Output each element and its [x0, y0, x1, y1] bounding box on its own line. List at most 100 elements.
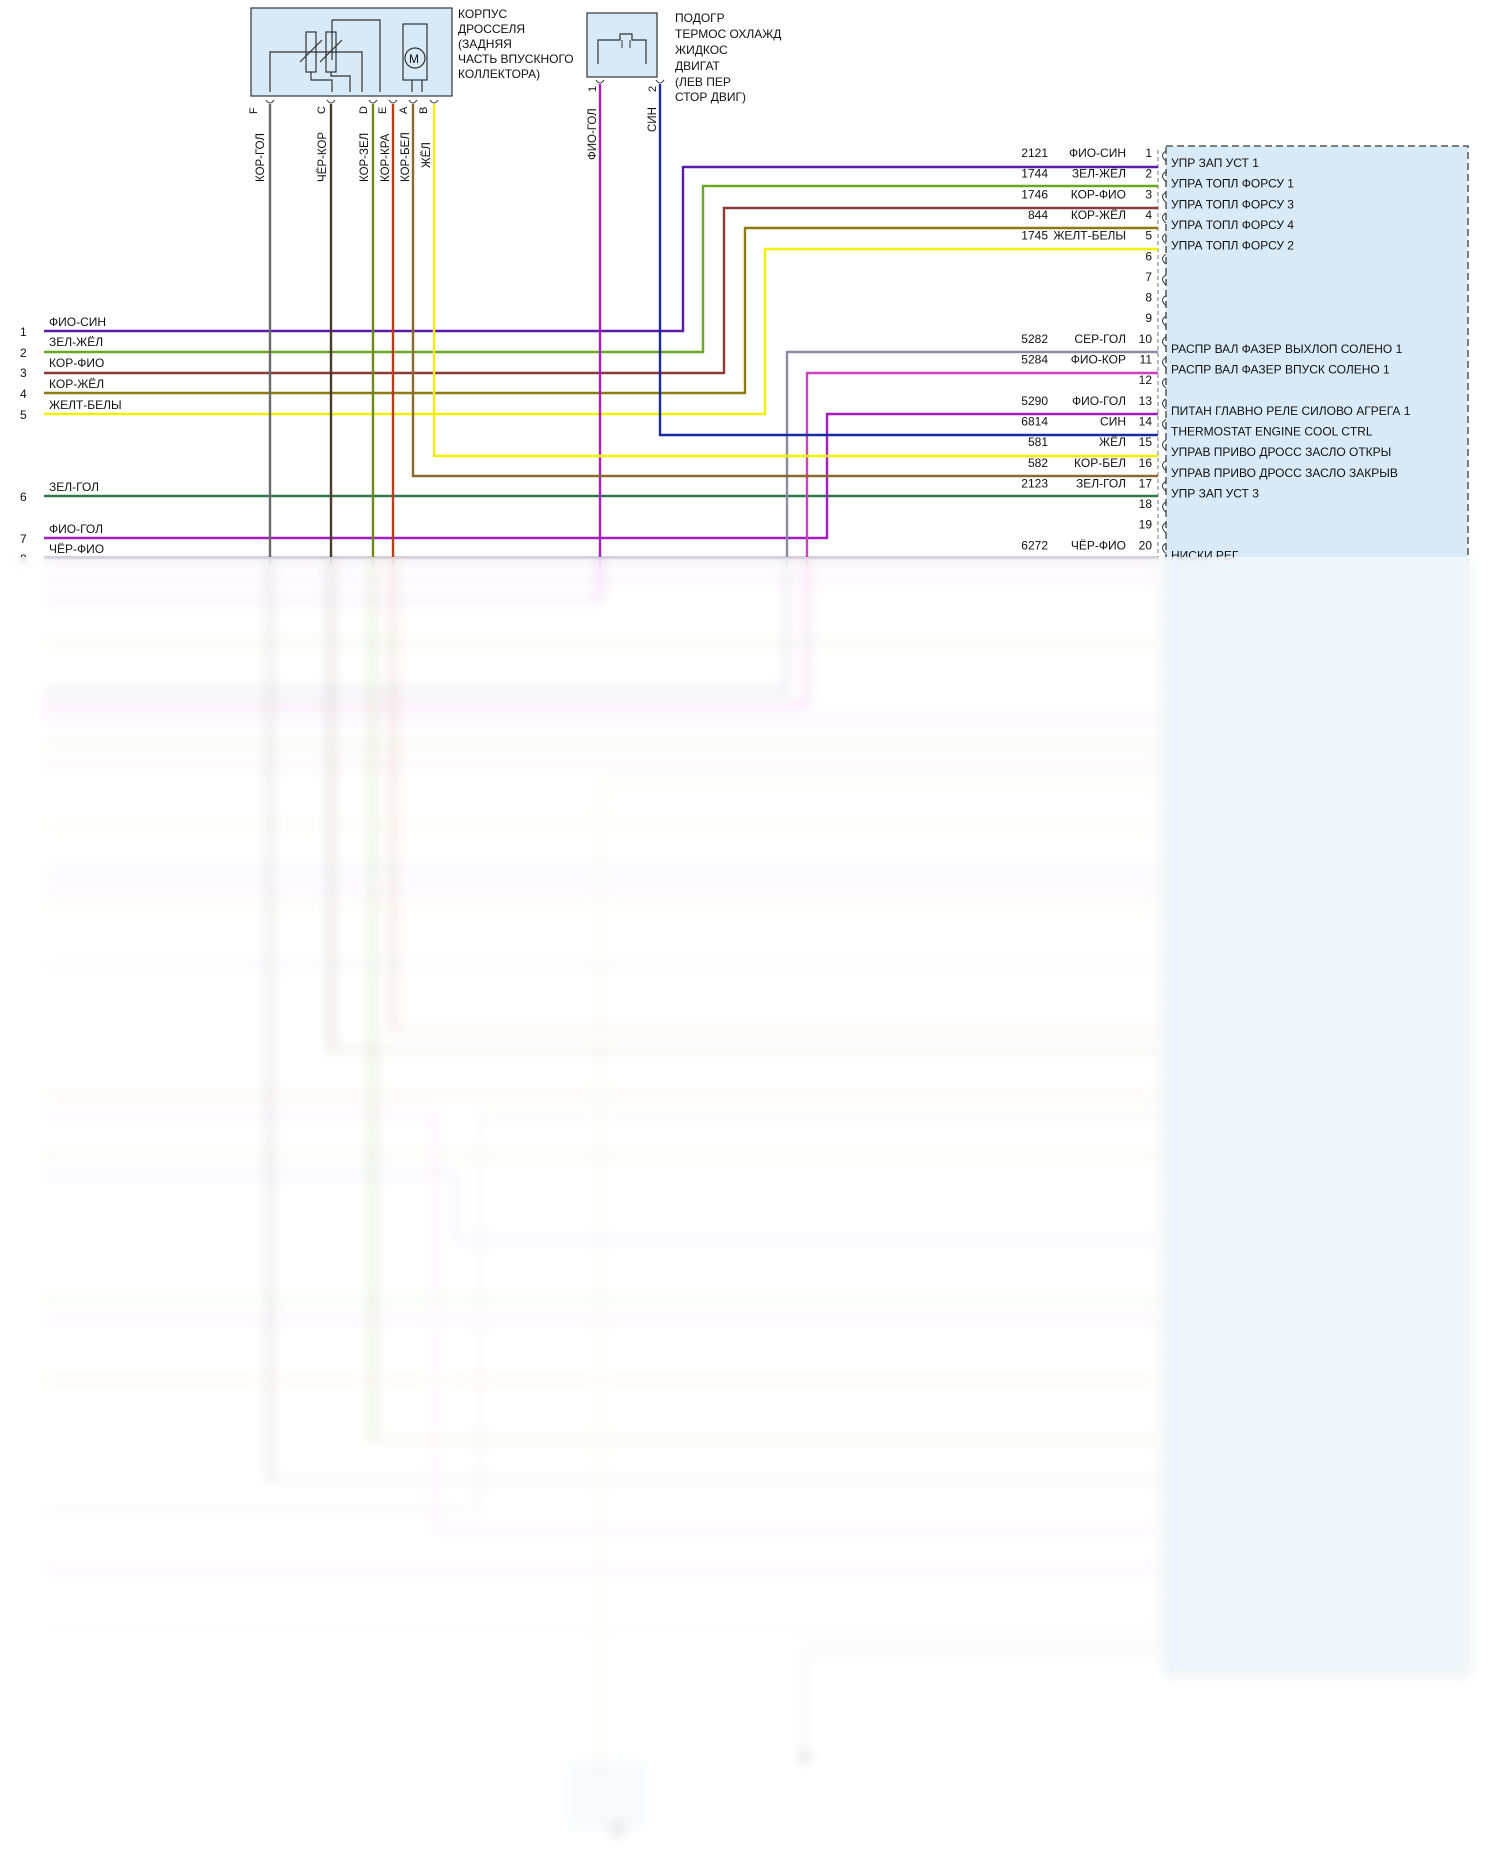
- heater-element-icon: [597, 33, 647, 64]
- wire-sin-thermostat: [658, 84, 1158, 437]
- ecm-wire-4: КОР-ЖЁЛ: [1071, 208, 1126, 222]
- lc-wire-4: КОР-ЖЁЛ: [49, 377, 104, 391]
- th-pin-1: 1: [587, 86, 599, 92]
- ecm-wire-3: КОР-ФИО: [1071, 187, 1126, 201]
- ecm-pin-rows: 2121 ФИО-СИН 1 УПР ЗАП УСТ 1 1744 ЗЕЛ-ЖЁЛ 2 УПР…: [1021, 146, 1410, 562]
- svg-text:ДВИГАТ: ДВИГАТ: [675, 59, 721, 73]
- ecm-function-2: УПРА ТОПЛ ФОРСУ 1: [1171, 177, 1294, 191]
- tb-pin-e: E: [377, 107, 389, 114]
- ecm-pin-arc-19: [1162, 522, 1167, 534]
- svg-text:(ЗАДНЯЯ: (ЗАДНЯЯ: [458, 37, 512, 51]
- motor-icon: [404, 47, 426, 69]
- ecm-pin-arc-15: [1162, 439, 1167, 451]
- tb-wire-f-label: КОР-ГОЛ: [255, 133, 267, 182]
- ecm-pin-arc-1: [1162, 150, 1167, 162]
- svg-text:СТОР ДВИГ): СТОР ДВИГ): [675, 90, 746, 104]
- ecm-wire-17: ЗЕЛ-ГОЛ: [1076, 476, 1126, 490]
- svg-text:(ЛЕВ ПЕР: (ЛЕВ ПЕР: [675, 75, 731, 89]
- component-connector-arcs: [265, 79, 665, 104]
- lc-wire-3: КОР-ФИО: [49, 356, 104, 370]
- ecm-wire-14: СИН: [1100, 414, 1126, 428]
- tb-pin-b: B: [418, 107, 430, 114]
- svg-text:ДРОССЕЛЯ: ДРОССЕЛЯ: [458, 22, 525, 36]
- wire-kor-zhel: [44, 226, 1158, 395]
- ecm-pin-arc-7: [1162, 274, 1167, 286]
- wire-tb-zhel: [432, 104, 1158, 458]
- ecm-function-15: УПРАВ ПРИВО ДРОСС ЗАСЛО ОТКРЫ: [1171, 445, 1391, 459]
- ecm-wire-10: СЕР-ГОЛ: [1074, 332, 1126, 346]
- motor-symbol: M: [409, 52, 419, 66]
- wire-zhelt-bely: [44, 247, 1158, 416]
- ecm-pin-arc-16: [1162, 460, 1167, 472]
- th-wire-2-label: СИН: [647, 107, 659, 132]
- lc-pin-6: 6: [20, 490, 27, 504]
- svg-text:КОЛЛЕКТОРА): КОЛЛЕКТОРА): [458, 67, 540, 81]
- ecm-function-17: УПР ЗАП УСТ 3: [1171, 486, 1259, 500]
- ecm-pin-9: 9: [1145, 311, 1152, 325]
- ecm-pin-arc-6: [1162, 253, 1167, 265]
- ecm-pin-arc-10: [1162, 336, 1167, 348]
- ecm-pin-10: 10: [1139, 332, 1153, 346]
- ecm-function-3: УПРА ТОПЛ ФОРСУ 3: [1171, 197, 1294, 211]
- ecm-pin-13: 13: [1139, 394, 1153, 408]
- wire-kor-fio: [44, 206, 1158, 375]
- ecm-pin-17: 17: [1139, 476, 1153, 490]
- ecm-circuit-16: 582: [1028, 456, 1048, 470]
- tb-wire-d-label: КОР-ЗЕЛ: [359, 133, 371, 182]
- ecm-wire-5: ЖЕЛТ-БЕЛЫ: [1053, 229, 1126, 243]
- lc-pin-3: 3: [20, 366, 27, 380]
- ecm-function-16: УПРАВ ПРИВО ДРОСС ЗАСЛО ЗАКРЫВ: [1171, 466, 1398, 480]
- throttle-pins: F C D E A B: [248, 106, 430, 114]
- ecm-pin-19: 19: [1139, 518, 1153, 532]
- lc-wire-2: ЗЕЛ-ЖЁЛ: [49, 335, 103, 349]
- tb-wire-a-label: КОР-БЕЛ: [400, 132, 412, 182]
- ecm-pin-7: 7: [1145, 270, 1152, 284]
- ecm-pin-11: 11: [1140, 353, 1153, 367]
- ecm-function-11: РАСПР ВАЛ ФАЗЕР ВПУСК СОЛЕНО 1: [1171, 363, 1390, 377]
- ecm-pin-2: 2: [1145, 167, 1152, 181]
- svg-text:ЖИДКОС: ЖИДКОС: [675, 43, 728, 57]
- lc-wire-1: ФИО-СИН: [49, 315, 106, 329]
- ecm-circuit-2: 1744: [1021, 167, 1048, 181]
- ecm-circuit-1: 2121: [1021, 146, 1048, 160]
- ecm-pin-12: 12: [1139, 373, 1153, 387]
- ecm-pin-8: 8: [1145, 291, 1152, 305]
- ecm-circuit-20: 6272: [1021, 538, 1048, 552]
- ecm-circuit-13: 5290: [1021, 394, 1048, 408]
- ecm-pin-arc-2: [1162, 171, 1167, 183]
- lc-wire-6: ЗЕЛ-ГОЛ: [49, 480, 99, 494]
- tb-wire-e-label: КОР-КРА: [380, 133, 392, 182]
- ecm-pin-15: 15: [1139, 435, 1153, 449]
- ecm-wire-16: КОР-БЕЛ: [1074, 456, 1126, 470]
- ecm-wire-2: ЗЕЛ-ЖЁЛ: [1072, 167, 1126, 181]
- thermostat-heater-component: [586, 12, 658, 78]
- ecm-function-14: THERMOSTAT ENGINE COOL CTRL: [1171, 424, 1373, 438]
- ecm-pin-20: 20: [1139, 538, 1153, 552]
- tb-pin-d: D: [358, 106, 370, 114]
- tb-wire-b-label: ЖЁЛ: [421, 142, 433, 168]
- ecm-circuit-14: 6814: [1021, 414, 1048, 428]
- ecm-function-4: УПРА ТОПЛ ФОРСУ 4: [1171, 218, 1294, 232]
- ecm-pin-18: 18: [1139, 497, 1153, 511]
- throttle-body-label: КОРПУС ДРОССЕЛЯ (ЗАДНЯЯ ЧАСТЬ ВПУСКНОГО …: [458, 7, 574, 81]
- wire-fio-sin: [44, 165, 1158, 333]
- throttle-wire-labels: КОР-ГОЛ ЧЁР-КОР КОР-ЗЕЛ КОР-КРА КОР-БЕЛ …: [255, 132, 433, 182]
- ecm-pin-5: 5: [1145, 229, 1152, 243]
- ecm-pin-6: 6: [1145, 249, 1152, 263]
- ecm-pin-arc-4: [1162, 212, 1167, 224]
- ecm-circuit-10: 5282: [1021, 332, 1048, 346]
- ecm-wire-13: ФИО-ГОЛ: [1072, 394, 1126, 408]
- ecm-circuit-15: 581: [1028, 435, 1048, 449]
- ecm-pin-14: 14: [1139, 414, 1153, 428]
- lc-pin-4: 4: [20, 387, 27, 401]
- ecm-pin-4: 4: [1145, 208, 1152, 222]
- ecm-pin-1: 1: [1145, 146, 1152, 160]
- ecm-function-10: РАСПР ВАЛ ФАЗЕР ВЫХЛОП СОЛЕНО 1: [1171, 342, 1403, 356]
- ecm-function-1: УПР ЗАП УСТ 1: [1171, 156, 1259, 170]
- svg-text:ЧАСТЬ ВПУСКНОГО: ЧАСТЬ ВПУСКНОГО: [458, 52, 574, 66]
- ecm-circuit-17: 2123: [1021, 476, 1048, 490]
- ecm-pin-arc-18: [1162, 501, 1167, 513]
- ecm-pin-arc-17: [1162, 480, 1167, 492]
- ecm-circuit-11: 5284: [1021, 353, 1048, 367]
- th-wire-1-label: ФИО-ГОЛ: [587, 108, 599, 160]
